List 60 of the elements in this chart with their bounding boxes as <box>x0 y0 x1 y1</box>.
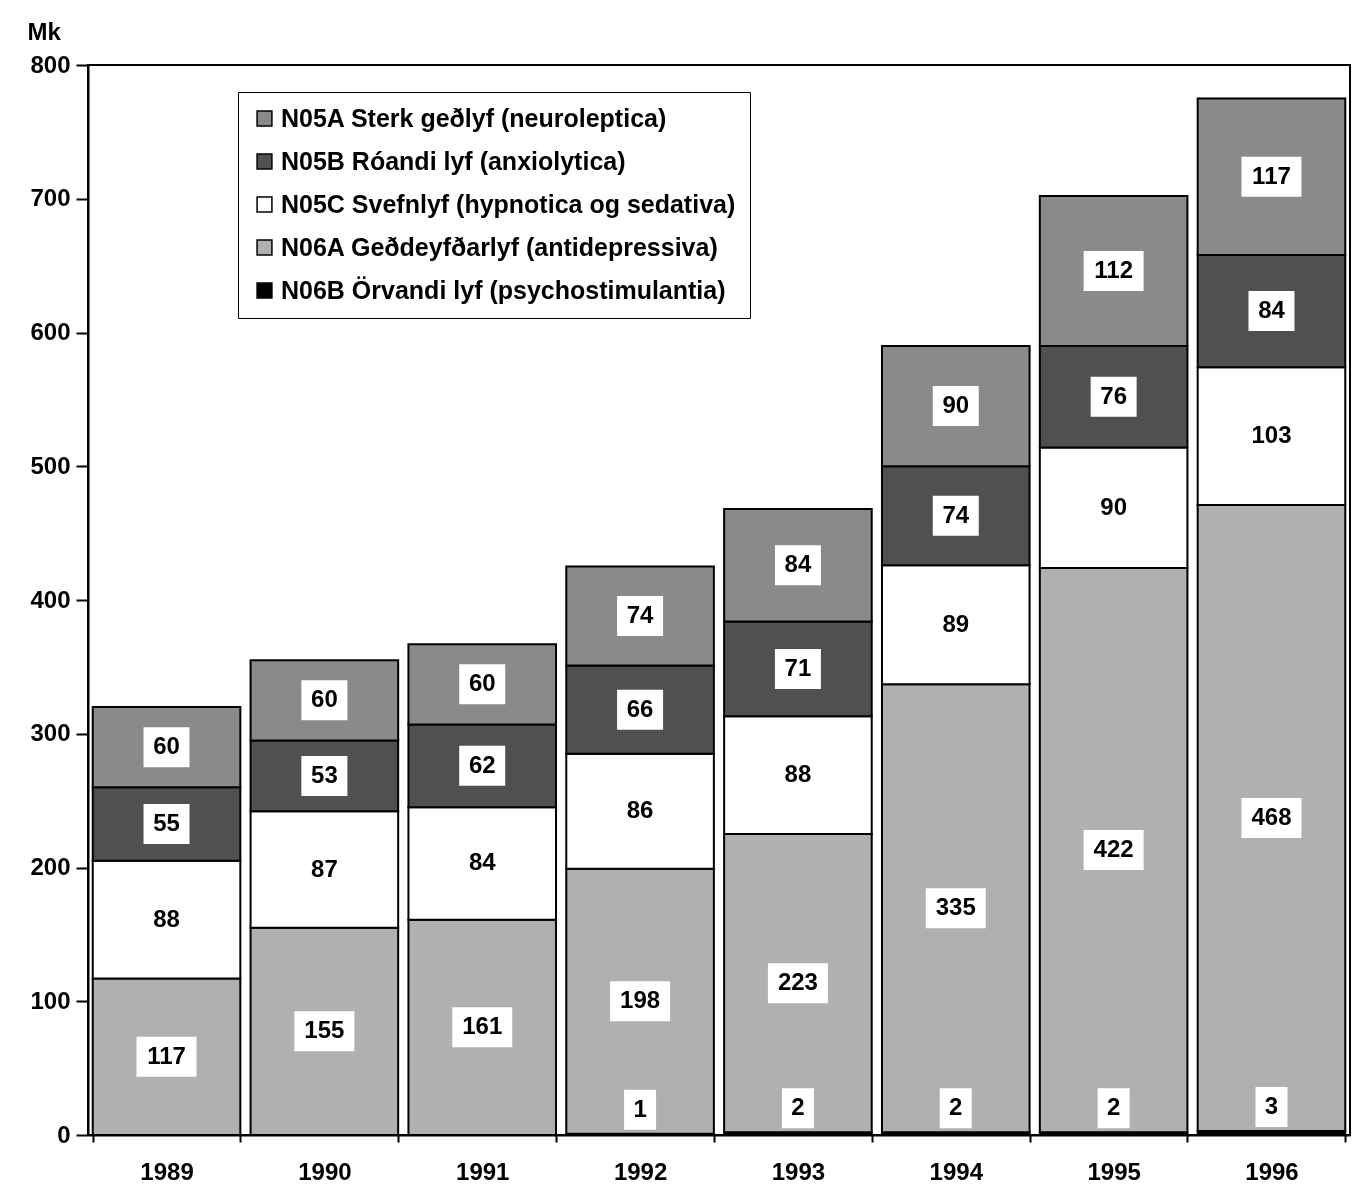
data-label: 198 <box>620 986 661 1014</box>
data-label: 89 <box>942 609 970 637</box>
data-label: 87 <box>311 854 338 882</box>
data-label: 223 <box>777 968 818 996</box>
data-label: 71 <box>784 653 812 681</box>
data-label: 112 <box>1094 255 1133 283</box>
y-tick-label: 0 <box>57 1120 71 1148</box>
data-label: 1 <box>633 1094 647 1122</box>
data-label: 117 <box>147 1041 186 1069</box>
data-label: 2 <box>791 1093 805 1121</box>
y-tick-label: 600 <box>30 318 71 345</box>
y-tick-label: 800 <box>30 50 71 78</box>
x-tick-label: 1994 <box>929 1157 984 1185</box>
y-axis-title: Mk <box>27 17 62 45</box>
x-tick-label: 1995 <box>1087 1157 1141 1185</box>
data-label: 88 <box>153 904 180 932</box>
y-tick-label: 200 <box>30 853 71 880</box>
data-label: 2 <box>949 1093 963 1121</box>
x-tick-label: 1990 <box>298 1157 352 1185</box>
legend-label: N06A Geðdeyfðarlyf (antidepressiva) <box>281 232 718 261</box>
data-label: 55 <box>153 809 180 837</box>
data-label: 90 <box>942 391 970 419</box>
x-tick-label: 1993 <box>771 1157 826 1185</box>
data-label: 84 <box>468 848 497 876</box>
data-label: 62 <box>468 750 496 778</box>
x-tick-label: 1992 <box>613 1157 668 1185</box>
data-label: 60 <box>153 732 180 760</box>
y-tick-label: 500 <box>30 451 71 479</box>
y-tick-label: 400 <box>30 585 71 613</box>
data-label: 103 <box>1251 421 1292 449</box>
data-label: 84 <box>1258 296 1286 324</box>
data-label: 117 <box>1252 161 1291 189</box>
data-label: 88 <box>784 760 812 788</box>
y-tick-label: 700 <box>30 184 71 212</box>
data-label: 422 <box>1093 835 1134 863</box>
data-label: 155 <box>304 1016 345 1044</box>
data-label: 90 <box>1100 492 1127 520</box>
x-tick-label: 1991 <box>456 1157 510 1185</box>
data-label: 76 <box>1100 381 1127 409</box>
y-tick-label: 100 <box>30 986 71 1014</box>
data-label: 161 <box>462 1012 503 1040</box>
data-label: 3 <box>1264 1091 1279 1119</box>
data-label: 86 <box>626 796 654 824</box>
data-label: 468 <box>1251 803 1292 831</box>
legend-label: N05C Svefnlyf (hypnotica og sedativa) <box>281 189 736 218</box>
legend-label: N05A Sterk geðlyf (neuroleptica) <box>281 103 667 132</box>
data-label: 66 <box>626 694 654 722</box>
x-tick-label: 1996 <box>1245 1157 1299 1185</box>
data-label: 53 <box>311 760 338 788</box>
data-label: 335 <box>935 893 976 921</box>
x-tick-label: 1989 <box>140 1157 194 1185</box>
y-tick-label: 300 <box>30 719 71 747</box>
data-label: 84 <box>784 550 812 578</box>
data-label: 74 <box>626 601 655 629</box>
data-label: 2 <box>1106 1093 1121 1121</box>
legend-label: N06B Örvandi lyf (psychostimulantia) <box>281 275 726 304</box>
legend-label: N05B Róandi lyf (anxiolytica) <box>281 146 626 175</box>
data-label: 60 <box>311 685 338 713</box>
data-label: 60 <box>468 669 496 697</box>
data-label: 74 <box>942 500 970 528</box>
